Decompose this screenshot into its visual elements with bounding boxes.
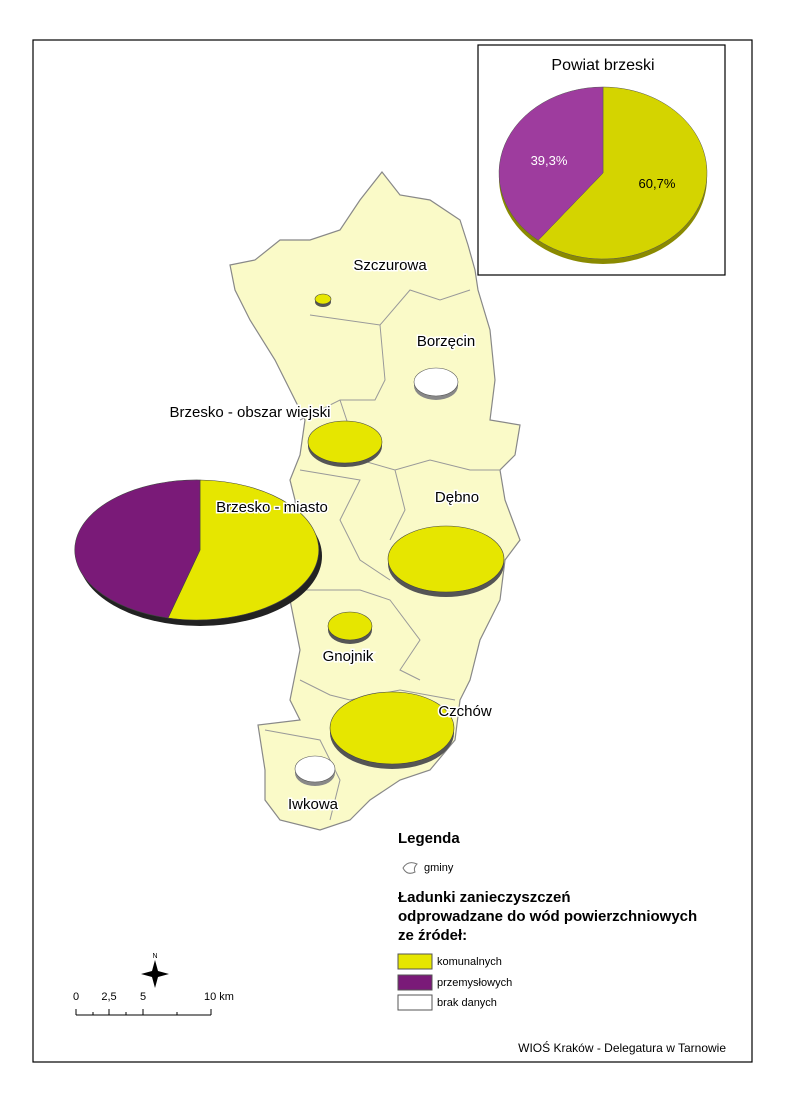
pie-label: 39,3%: [531, 153, 568, 168]
gmina-label: Brzesko - miasto: [216, 499, 328, 516]
legend-swatch: [397, 994, 433, 1011]
legend-label: brak danych: [437, 997, 497, 1009]
gmina-label: Brzesko - obszar wiejski: [170, 404, 331, 421]
legend-boundary-icon: [402, 862, 418, 874]
north-arrow: [141, 960, 169, 988]
legend-subtitle: odprowadzane do wód powierzchniowych: [398, 908, 697, 925]
scale-label: 5: [140, 991, 146, 1003]
legend-subtitle: Ładunki zanieczyszczeń: [398, 889, 571, 906]
gmina-label: Czchów: [438, 703, 492, 720]
gmina-label: Gnojnik: [323, 648, 374, 665]
pie-label: 60,7%: [639, 176, 676, 191]
scale-bar: N 0 2,5 5 10 km: [73, 953, 234, 1016]
legend-label: gminy: [424, 862, 454, 874]
scale-label: 0: [73, 991, 79, 1003]
legend-subtitle: ze źródeł:: [398, 927, 467, 944]
scale-label: 2,5: [101, 991, 116, 1003]
legend-swatch: [397, 953, 433, 970]
pie-slice: [498, 86, 604, 241]
gmina-label: Borzęcin: [417, 333, 475, 350]
scale-label: 10 km: [204, 991, 234, 1003]
legend-title: Legenda: [398, 830, 460, 847]
legend-swatch: [397, 974, 433, 991]
frame: [32, 39, 753, 1063]
gmina-label: Dębno: [435, 489, 479, 506]
inset-title: Powiat brzeski: [551, 57, 654, 74]
gmina-label: Szczurowa: [353, 257, 427, 274]
district-outline: [229, 171, 521, 831]
legend: Legenda gminy Ładunki zanieczyszczeń odp…: [397, 830, 697, 1011]
map-symbols: [74, 293, 505, 786]
legend-label: komunalnych: [437, 956, 502, 968]
north-label: N: [152, 953, 157, 960]
gmina-label: Iwkowa: [288, 796, 339, 813]
legend-label: przemysłowych: [437, 977, 512, 989]
pie-slice: [537, 86, 708, 260]
inset: Powiat brzeski 60,7% 39,3%: [477, 44, 726, 276]
footer: WIOŚ Kraków - Delegatura w Tarnowie: [518, 1040, 726, 1055]
